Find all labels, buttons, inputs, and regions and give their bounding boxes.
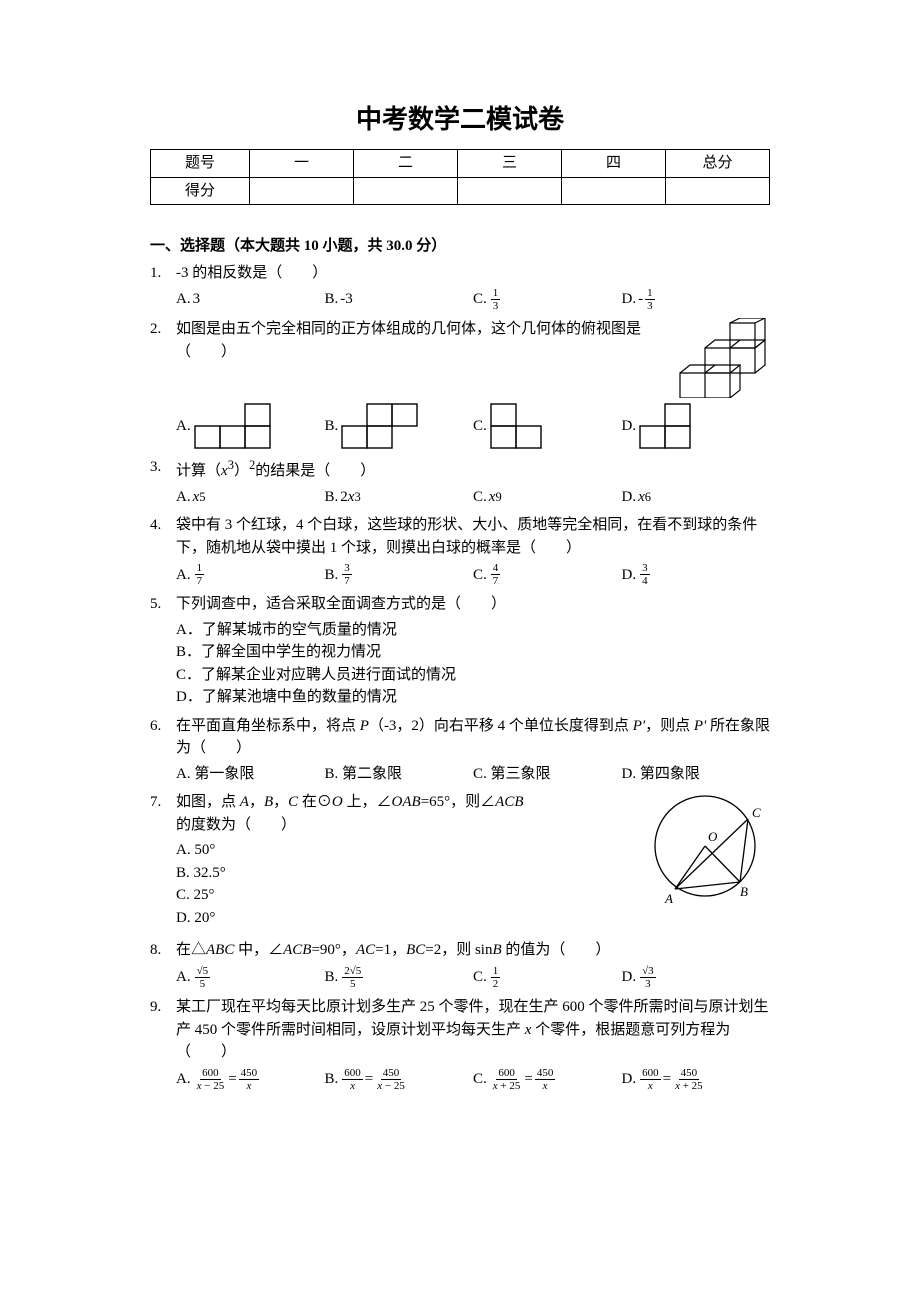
question-stem: 计算（x3）2的结果是（ ） xyxy=(176,456,770,483)
question-5: 5. 下列调查中，适合采取全面调查方式的是（ ） A．了解某城市的空气质量的情况… xyxy=(150,593,770,709)
options: A. 50° B. 32.5° C. 25° D. 20° xyxy=(176,839,640,929)
question-number: 6. xyxy=(150,715,176,786)
svg-text:A: A xyxy=(664,891,673,906)
question-1: 1. -3 的相反数是（ ） A. 3 B. -3 C. 13 D. -13 xyxy=(150,262,770,313)
cell xyxy=(354,177,458,205)
table-row: 题号 一 二 三 四 总分 xyxy=(151,150,770,178)
q2-solid-figure xyxy=(660,318,770,398)
svg-text:C: C xyxy=(752,805,761,820)
question-number: 1. xyxy=(150,262,176,313)
question-stem: 如图，点 A，B，C 在⊙O 上，∠OAB=65°，则∠ACB 的度数为（ ） xyxy=(176,791,640,836)
option-a: A. xyxy=(176,402,325,450)
question-stem: 如图是由五个完全相同的正方体组成的几何体，这个几何体的俯视图是（ ） xyxy=(176,318,654,363)
options: A. 600x − 25 = 450x B. 600x = 450x − 25 … xyxy=(176,1067,770,1092)
option-d: D. xyxy=(622,402,771,450)
question-stem: 下列调查中，适合采取全面调查方式的是（ ） xyxy=(176,593,770,616)
options: A. x5 B. 2x3 C. x9 D. x6 xyxy=(176,486,770,509)
question-3: 3. 计算（x3）2的结果是（ ） A. x5 B. 2x3 C. x9 D. … xyxy=(150,456,770,508)
options: A. √55 B. 2√55 C. 12 D. √33 xyxy=(176,965,770,990)
option-c: C. 47 xyxy=(473,562,622,587)
question-stem: 某工厂现在平均每天比原计划多生产 25 个零件，现在生产 600 个零件所需时间… xyxy=(176,996,770,1064)
question-stem: 袋中有 3 个红球，4 个白球，这些球的形状、大小、质地等完全相同，在看不到球的… xyxy=(176,514,770,559)
q7-circle-figure: O A B C xyxy=(640,791,770,929)
option-c: C. 12 xyxy=(473,965,622,990)
option-b: B．了解全国中学生的视力情况 xyxy=(176,641,770,664)
option-a: A. √55 xyxy=(176,965,325,990)
question-9: 9. 某工厂现在平均每天比原计划多生产 25 个零件，现在生产 600 个零件所… xyxy=(150,996,770,1092)
option-b: B. 第二象限 xyxy=(325,763,474,786)
question-number: 9. xyxy=(150,996,176,1092)
q2-option-d-figure xyxy=(638,402,698,450)
svg-text:B: B xyxy=(740,884,748,899)
cell: 总分 xyxy=(665,150,769,178)
q2-option-c-figure xyxy=(489,402,549,450)
svg-text:O: O xyxy=(708,829,718,844)
cell: 一 xyxy=(250,150,354,178)
option-b: B. 600x = 450x − 25 xyxy=(325,1067,474,1092)
cell xyxy=(458,177,562,205)
question-number: 4. xyxy=(150,514,176,587)
option-b: B. 2√55 xyxy=(325,965,474,990)
option-a: A. 17 xyxy=(176,562,325,587)
option-c: C. 第三象限 xyxy=(473,763,622,786)
option-a: A. x5 xyxy=(176,486,325,509)
option-d: D. -13 xyxy=(622,287,771,312)
options: A. 17 B. 37 C. 47 D. 34 xyxy=(176,562,770,587)
option-a: A. 50° xyxy=(176,839,640,862)
option-d: D. 20° xyxy=(176,907,640,930)
option-c: C．了解某企业对应聘人员进行面试的情况 xyxy=(176,664,770,687)
cell xyxy=(250,177,354,205)
option-a: A．了解某城市的空气质量的情况 xyxy=(176,619,770,642)
question-4: 4. 袋中有 3 个红球，4 个白球，这些球的形状、大小、质地等完全相同，在看不… xyxy=(150,514,770,587)
question-2: 2. 如图是由五个完全相同的正方体组成的几何体，这个几何体的俯视图是（ ） xyxy=(150,318,770,450)
option-d: D. x6 xyxy=(622,486,771,509)
question-7: 7. 如图，点 A，B，C 在⊙O 上，∠OAB=65°，则∠ACB 的度数为（… xyxy=(150,791,770,929)
option-c: C. xyxy=(473,402,622,450)
option-b: B. 2x3 xyxy=(325,486,474,509)
option-a: A. 600x − 25 = 450x xyxy=(176,1067,325,1092)
question-number: 2. xyxy=(150,318,176,450)
options: A. 第一象限 B. 第二象限 C. 第三象限 D. 第四象限 xyxy=(176,763,770,786)
cell: 四 xyxy=(561,150,665,178)
option-b: B. 32.5° xyxy=(176,862,640,885)
q2-option-b-figure xyxy=(340,402,420,450)
cell xyxy=(665,177,769,205)
option-c: C. 600x + 25 = 450x xyxy=(473,1067,622,1092)
q2-option-a-figure xyxy=(193,402,273,450)
option-b: B. -3 xyxy=(325,287,474,312)
cell: 三 xyxy=(458,150,562,178)
option-d: D. 600x = 450x + 25 xyxy=(622,1067,771,1092)
question-number: 5. xyxy=(150,593,176,709)
options: A．了解某城市的空气质量的情况 B．了解全国中学生的视力情况 C．了解某企业对应… xyxy=(176,619,770,709)
option-c: C. 25° xyxy=(176,884,640,907)
option-a: A. 第一象限 xyxy=(176,763,325,786)
option-d: D．了解某池塘中鱼的数量的情况 xyxy=(176,686,770,709)
option-d: D. √33 xyxy=(622,965,771,990)
question-stem: -3 的相反数是（ ） xyxy=(176,262,770,285)
option-b: B. xyxy=(325,402,474,450)
option-b: B. 37 xyxy=(325,562,474,587)
page-title: 中考数学二模试卷 xyxy=(150,100,770,139)
score-table: 题号 一 二 三 四 总分 得分 xyxy=(150,149,770,205)
section-header: 一、选择题（本大题共 10 小题，共 30.0 分） xyxy=(150,235,770,258)
cell: 得分 xyxy=(151,177,250,205)
option-a: A. 3 xyxy=(176,287,325,312)
option-c: C. x9 xyxy=(473,486,622,509)
question-6: 6. 在平面直角坐标系中，将点 P（-3，2）向右平移 4 个单位长度得到点 P… xyxy=(150,715,770,786)
option-d: D. 34 xyxy=(622,562,771,587)
cell: 题号 xyxy=(151,150,250,178)
options: A. B. xyxy=(176,402,770,450)
table-row: 得分 xyxy=(151,177,770,205)
question-8: 8. 在△ABC 中，∠ACB=90°，AC=1，BC=2，则 sinB 的值为… xyxy=(150,939,770,990)
options: A. 3 B. -3 C. 13 D. -13 xyxy=(176,287,770,312)
option-d: D. 第四象限 xyxy=(622,763,771,786)
question-number: 7. xyxy=(150,791,176,929)
question-stem: 在平面直角坐标系中，将点 P（-3，2）向右平移 4 个单位长度得到点 P'，则… xyxy=(176,715,770,760)
cell: 二 xyxy=(354,150,458,178)
option-c: C. 13 xyxy=(473,287,622,312)
question-number: 3. xyxy=(150,456,176,508)
cell xyxy=(561,177,665,205)
question-stem: 在△ABC 中，∠ACB=90°，AC=1，BC=2，则 sinB 的值为（ ） xyxy=(176,939,770,962)
question-number: 8. xyxy=(150,939,176,990)
